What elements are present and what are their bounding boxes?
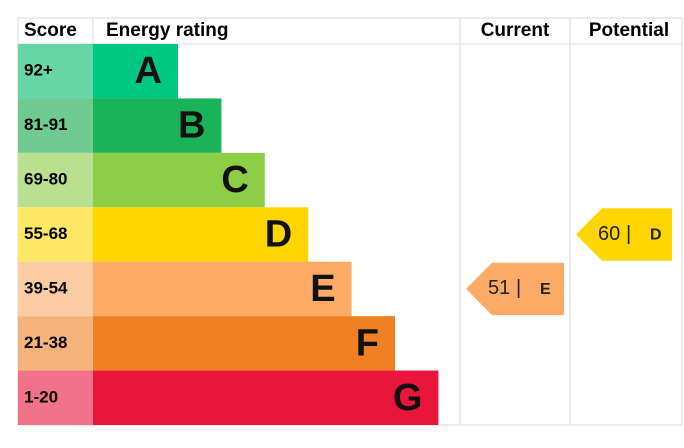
potential-separator: | [626, 223, 631, 245]
score-cell [18, 261, 93, 317]
band-letter: C [221, 159, 248, 201]
potential-letter: D [650, 227, 662, 244]
band-bar [93, 98, 222, 153]
band-letter: G [393, 377, 423, 419]
score-cell [18, 207, 93, 262]
score-cell [18, 316, 93, 371]
score-cell [18, 152, 93, 208]
score-cell [18, 44, 93, 99]
band-bar [93, 152, 265, 208]
current-value: 51 [488, 277, 510, 299]
band-letter: F [356, 322, 379, 364]
band-bar [93, 207, 309, 262]
header-score: Score [24, 20, 77, 41]
band-bar [93, 316, 395, 371]
score-label: 55-68 [24, 224, 67, 243]
band-bar [93, 370, 439, 425]
band-letter: A [135, 50, 162, 92]
score-label: 92+ [24, 61, 53, 80]
potential-arrow [576, 208, 672, 261]
score-label: 1-20 [24, 387, 58, 406]
band-bar [93, 261, 352, 317]
header-potential: Potential [589, 20, 669, 41]
current-letter: E [540, 281, 551, 298]
score-label: 21-38 [24, 333, 67, 352]
score-label: 81-91 [24, 115, 67, 134]
score-cell [18, 98, 93, 153]
score-cell [18, 370, 93, 425]
band-letter: D [265, 214, 292, 256]
band-bar [93, 44, 178, 99]
current-arrow [466, 262, 564, 316]
band-letter: E [310, 268, 335, 310]
score-label: 69-80 [24, 170, 67, 189]
current-separator: | [516, 277, 521, 299]
band-letter: B [178, 105, 205, 147]
score-label: 39-54 [24, 278, 68, 297]
header-rating: Energy rating [106, 20, 228, 41]
potential-value: 60 [598, 223, 620, 245]
header-current: Current [481, 20, 550, 41]
